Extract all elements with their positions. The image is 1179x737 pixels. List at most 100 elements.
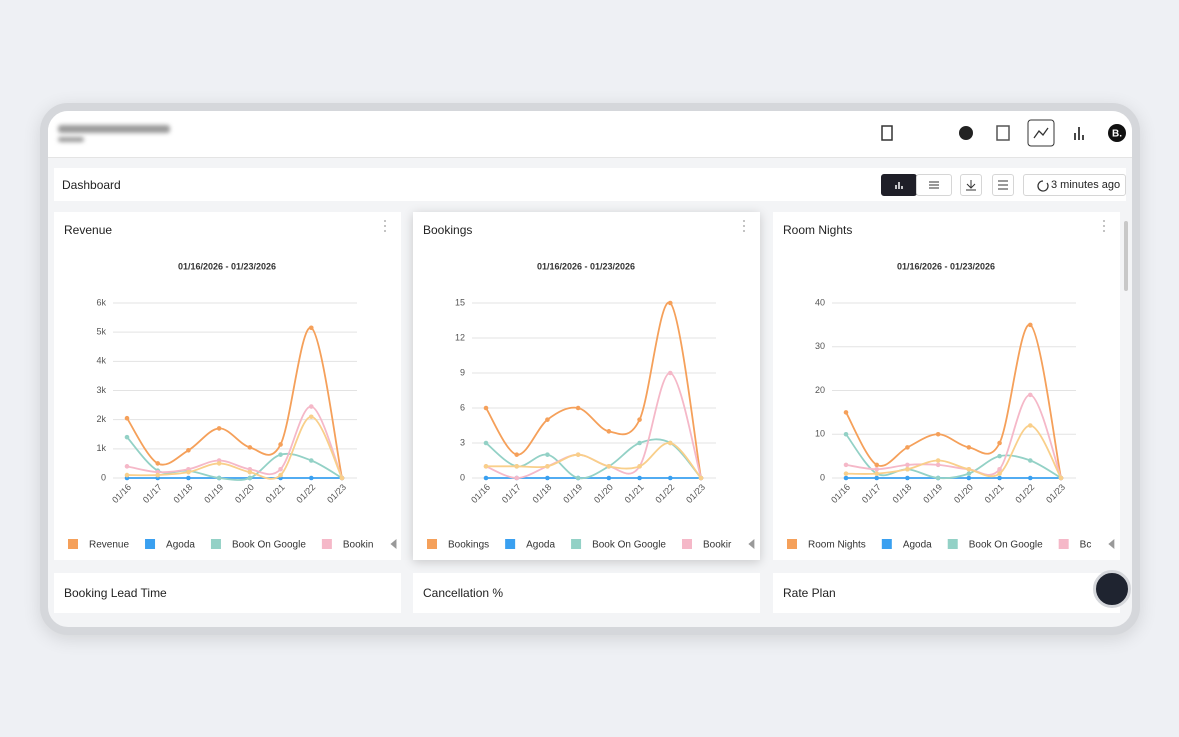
point bbox=[935, 431, 941, 437]
chart-card: Revenue 01/16/2026 - 01/23/2026 0 1k 2k 3k 4k 5… bbox=[54, 212, 426, 560]
x-tick-label: 01/23 bbox=[325, 482, 348, 505]
menu-dot bbox=[1103, 230, 1105, 232]
point bbox=[483, 464, 489, 469]
legend-label: Revenue bbox=[89, 540, 129, 551]
y-tick-label: 6 bbox=[460, 402, 465, 412]
series-line bbox=[485, 372, 702, 479]
point bbox=[155, 461, 161, 466]
point bbox=[545, 417, 550, 422]
point bbox=[308, 475, 314, 481]
y-tick-label: 9 bbox=[460, 367, 465, 377]
list-toggle[interactable] bbox=[916, 174, 952, 196]
point bbox=[667, 440, 673, 446]
panel-title: Cancellation % bbox=[423, 586, 504, 600]
point bbox=[966, 466, 972, 472]
point bbox=[997, 453, 1002, 459]
point bbox=[575, 405, 581, 411]
legend-swatch bbox=[1058, 539, 1069, 549]
building-icon[interactable] bbox=[996, 125, 1010, 141]
y-tick-label: 0 bbox=[460, 472, 465, 482]
point bbox=[308, 325, 314, 331]
legend-swatch bbox=[947, 539, 958, 549]
point bbox=[1027, 322, 1033, 328]
point bbox=[843, 475, 849, 481]
avatar-text: B. bbox=[1112, 129, 1122, 140]
point bbox=[997, 471, 1002, 476]
point bbox=[905, 475, 910, 481]
point bbox=[124, 472, 130, 478]
menu-dot bbox=[1103, 225, 1105, 227]
series-line bbox=[485, 442, 702, 479]
legend-swatch bbox=[881, 539, 892, 549]
point bbox=[606, 429, 612, 434]
legend-swatch bbox=[68, 539, 78, 549]
y-tick-label: 1k bbox=[96, 443, 106, 453]
point bbox=[637, 464, 642, 469]
point bbox=[997, 440, 1002, 446]
point bbox=[186, 447, 191, 453]
chat-button[interactable] bbox=[1093, 570, 1131, 608]
point bbox=[966, 445, 972, 450]
hotel-icon[interactable] bbox=[881, 125, 893, 141]
point bbox=[124, 434, 130, 440]
refresh-button[interactable]: 3 minutes ago bbox=[1023, 174, 1126, 196]
menu-dot bbox=[743, 225, 745, 227]
point bbox=[1027, 475, 1033, 481]
point bbox=[1027, 423, 1033, 428]
y-tick-label: 2k bbox=[96, 414, 106, 424]
legend-label: Bookin bbox=[343, 540, 374, 551]
point bbox=[905, 462, 910, 468]
download-button[interactable] bbox=[960, 174, 982, 196]
legend-swatch bbox=[145, 539, 156, 549]
point bbox=[606, 464, 612, 469]
scrollbar bbox=[1124, 221, 1128, 291]
x-tick-label: 01/17 bbox=[141, 482, 164, 505]
settings-button[interactable] bbox=[992, 174, 1014, 196]
globe-icon[interactable] bbox=[959, 126, 973, 140]
point bbox=[1058, 475, 1064, 481]
series-line bbox=[845, 433, 1062, 480]
y-tick-label: 40 bbox=[815, 297, 825, 307]
point bbox=[843, 410, 849, 415]
x-tick-label: 01/19 bbox=[561, 482, 584, 505]
legend-label: Agoda bbox=[526, 540, 555, 551]
point bbox=[905, 445, 910, 450]
legend-label: Book On Google bbox=[969, 540, 1043, 551]
point bbox=[545, 452, 550, 457]
point bbox=[124, 415, 130, 421]
point bbox=[308, 404, 314, 409]
point bbox=[575, 475, 581, 481]
point bbox=[874, 466, 880, 472]
point bbox=[278, 466, 283, 472]
point bbox=[514, 452, 520, 457]
legend-label: Book On Google bbox=[592, 540, 666, 551]
x-tick-label: 01/22 bbox=[653, 482, 676, 505]
x-tick-label: 01/19 bbox=[202, 482, 225, 505]
legend-swatch bbox=[787, 539, 797, 549]
point bbox=[247, 475, 253, 481]
legend-swatch bbox=[427, 539, 437, 549]
bars-icon[interactable] bbox=[1074, 127, 1084, 140]
x-tick-label: 01/23 bbox=[1044, 482, 1067, 505]
menu-dot bbox=[743, 220, 745, 222]
point bbox=[483, 475, 489, 481]
panel-title: Booking Lead Time bbox=[64, 586, 167, 600]
y-tick-label: 15 bbox=[455, 297, 465, 307]
y-tick-label: 10 bbox=[815, 429, 825, 439]
y-tick-label: 6k bbox=[96, 297, 106, 307]
point bbox=[637, 440, 642, 446]
point bbox=[278, 472, 283, 478]
chart-toggle[interactable] bbox=[881, 174, 917, 196]
point bbox=[698, 475, 704, 481]
y-tick-label: 12 bbox=[455, 332, 465, 342]
legend-label: Agoda bbox=[903, 540, 932, 551]
panel: Rate Plan bbox=[773, 573, 1120, 613]
point bbox=[155, 472, 161, 478]
panel-title: Rate Plan bbox=[783, 586, 836, 600]
x-tick-label: 01/18 bbox=[891, 482, 914, 505]
chart-subtitle: 01/16/2026 - 01/23/2026 bbox=[178, 261, 276, 271]
avatar[interactable] bbox=[1108, 124, 1126, 142]
device-frame: B. Dashboard 3 minutes ago Revenue 01/16/… bbox=[40, 103, 1140, 635]
y-tick-label: 4k bbox=[96, 356, 106, 366]
